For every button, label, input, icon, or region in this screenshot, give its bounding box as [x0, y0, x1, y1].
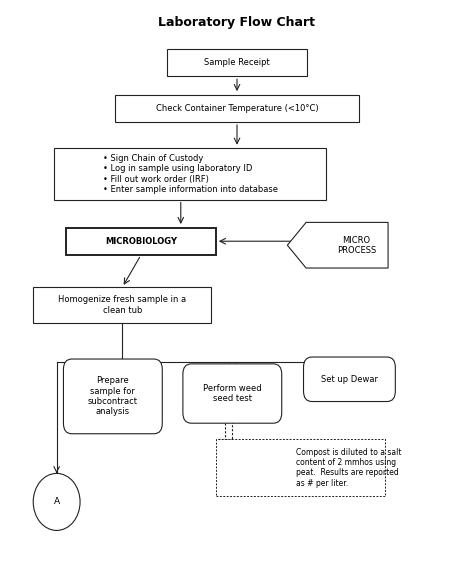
Text: Perform weed
seed test: Perform weed seed test: [203, 384, 262, 403]
FancyBboxPatch shape: [64, 359, 162, 434]
Polygon shape: [287, 222, 388, 268]
Text: Set up Dewar: Set up Dewar: [321, 375, 378, 384]
Text: MICRO
PROCESS: MICRO PROCESS: [337, 236, 376, 255]
Text: Prepare
sample for
subcontract
analysis: Prepare sample for subcontract analysis: [88, 376, 138, 416]
Text: • Sign Chain of Custody
• Log in sample using laboratory ID
• Fill out work orde: • Sign Chain of Custody • Log in sample …: [103, 154, 278, 194]
FancyBboxPatch shape: [33, 287, 211, 323]
Text: MICROBIOLOGY: MICROBIOLOGY: [105, 237, 177, 246]
FancyBboxPatch shape: [55, 148, 326, 199]
Circle shape: [33, 473, 80, 530]
Text: Laboratory Flow Chart: Laboratory Flow Chart: [158, 16, 316, 29]
FancyBboxPatch shape: [183, 364, 282, 423]
Text: Sample Receipt: Sample Receipt: [204, 58, 270, 67]
FancyBboxPatch shape: [66, 228, 216, 255]
FancyBboxPatch shape: [216, 439, 384, 496]
Text: A: A: [54, 498, 60, 506]
Text: Check Container Temperature (<10°C): Check Container Temperature (<10°C): [155, 104, 319, 113]
FancyBboxPatch shape: [303, 357, 395, 401]
FancyBboxPatch shape: [115, 94, 359, 122]
Text: Homogenize fresh sample in a
clean tub: Homogenize fresh sample in a clean tub: [58, 295, 186, 315]
Text: Compost is diluted to a salt
content of 2 mmhos using
peat.  Results are reporte: Compost is diluted to a salt content of …: [296, 448, 401, 488]
FancyBboxPatch shape: [167, 49, 307, 77]
